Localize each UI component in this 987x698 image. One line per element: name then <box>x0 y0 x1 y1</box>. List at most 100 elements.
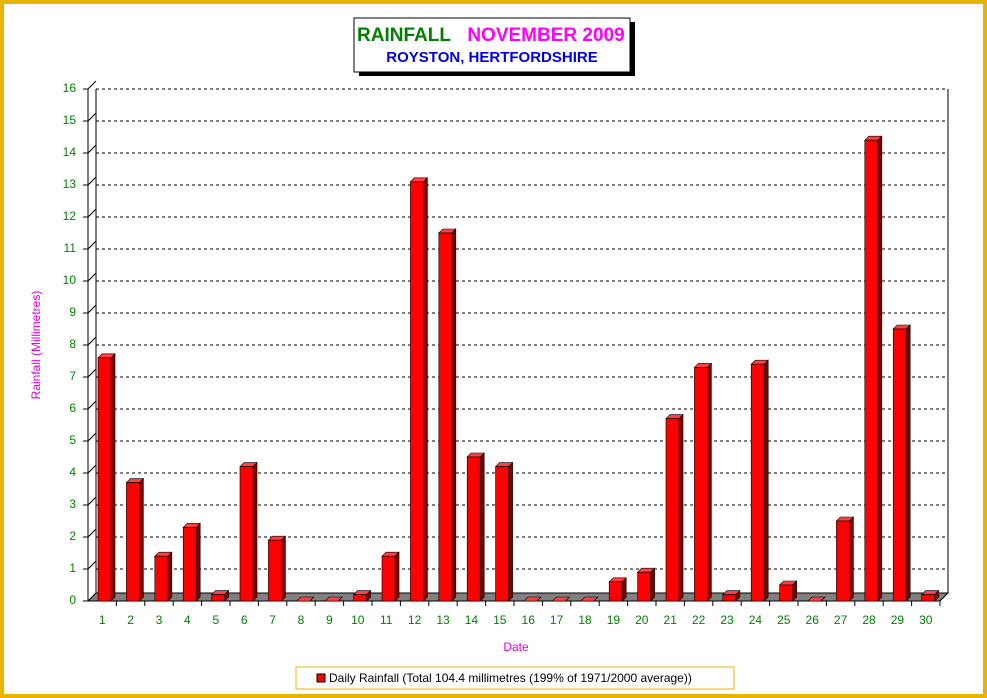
bar <box>381 555 396 602</box>
bar <box>750 363 765 602</box>
x-tick-label: 29 <box>891 613 905 627</box>
y-tick-label: 10 <box>63 273 77 287</box>
x-tick-label: 8 <box>298 613 305 627</box>
legend-label: Daily Rainfall (Total 104.4 millimetres … <box>329 671 692 685</box>
x-tick-label: 22 <box>692 613 706 627</box>
bar-top <box>807 596 826 602</box>
bar-side <box>849 516 854 602</box>
bar-top <box>551 596 571 602</box>
x-tick-label: 20 <box>635 613 649 627</box>
y-tick-label: 9 <box>69 305 76 319</box>
bar <box>126 482 140 602</box>
grid-line <box>87 272 97 282</box>
x-tick-label: 19 <box>607 613 621 627</box>
x-tick-label: 14 <box>465 613 479 627</box>
bar-side <box>167 551 173 602</box>
y-tick-label: 15 <box>63 113 77 127</box>
y-tick-label: 13 <box>63 177 77 191</box>
bar-side <box>423 177 428 602</box>
bar-top <box>523 596 542 602</box>
x-tick-label: 3 <box>156 613 163 627</box>
grid-line <box>87 528 97 538</box>
grid-line <box>87 144 97 154</box>
y-tick-label: 14 <box>63 145 77 159</box>
y-tick-label: 4 <box>69 465 76 479</box>
legend-swatch <box>316 673 326 683</box>
x-tick-label: 16 <box>522 613 536 627</box>
bar <box>892 328 907 602</box>
bar <box>694 367 708 602</box>
bar-side <box>281 535 286 602</box>
legend-box <box>295 666 735 690</box>
y-tick-label: 1 <box>69 561 76 575</box>
x-tick-label: 26 <box>806 613 820 627</box>
y-tick-label: 16 <box>63 81 77 95</box>
grid-line <box>87 368 97 378</box>
bar-side <box>110 353 116 602</box>
grid-line <box>87 112 97 122</box>
y-tick-label: 2 <box>69 529 76 543</box>
grid-line <box>87 560 97 570</box>
y-tick-label: 12 <box>63 209 77 223</box>
x-tick-label: 7 <box>269 613 276 627</box>
y-tick-label: 6 <box>69 401 76 415</box>
grid-line <box>87 496 97 506</box>
bar-side <box>650 567 655 602</box>
x-tick-label: 28 <box>862 613 876 627</box>
y-tick-label: 7 <box>69 369 76 383</box>
x-tick-label: 10 <box>351 613 365 627</box>
bar <box>466 456 481 602</box>
title-box <box>353 17 631 73</box>
bar-side <box>394 551 400 602</box>
bar-side <box>763 359 769 602</box>
bar <box>268 539 282 602</box>
y-tick-label: 5 <box>69 433 76 447</box>
bar <box>97 357 112 602</box>
bar <box>779 584 793 602</box>
grid-line <box>87 464 97 474</box>
bar <box>211 594 225 602</box>
bar <box>438 232 453 602</box>
bar-side <box>252 461 258 602</box>
bar <box>864 139 879 602</box>
bar <box>154 555 169 602</box>
x-tick-label: 25 <box>777 613 791 627</box>
bar <box>239 466 254 602</box>
grid-line <box>87 240 97 250</box>
bar-top <box>324 596 343 602</box>
bar-side <box>139 477 144 602</box>
grid-line <box>87 80 97 90</box>
x-tick-label: 17 <box>550 613 564 627</box>
bar-top <box>580 596 599 602</box>
bar-side <box>195 522 201 602</box>
y-tick-label: 0 <box>69 593 76 607</box>
x-tick-label: 11 <box>380 613 393 627</box>
x-tick-label: 5 <box>212 613 219 627</box>
grid-line <box>87 432 97 442</box>
x-tick-label: 18 <box>578 613 592 627</box>
x-tick-label: 15 <box>493 613 507 627</box>
y-axis-title: Rainfall (Millimetres) <box>29 291 43 400</box>
bar-side <box>479 452 485 602</box>
chart-subtitle: ROYSTON, HERTFORDSHIRE <box>386 49 597 66</box>
x-tick-label: 21 <box>664 613 678 627</box>
bar-side <box>877 135 883 602</box>
grid-line <box>87 400 97 410</box>
x-tick-label: 13 <box>436 613 450 627</box>
bar-top <box>296 596 315 602</box>
x-tick-label: 6 <box>241 613 248 627</box>
bar <box>182 527 197 602</box>
bar <box>353 594 367 602</box>
y-tick-label: 8 <box>69 337 76 351</box>
x-tick-label: 9 <box>326 613 333 627</box>
x-tick-label: 1 <box>99 613 106 627</box>
x-tick-label: 4 <box>184 613 191 627</box>
x-tick-label: 30 <box>919 613 933 627</box>
bar <box>495 466 509 602</box>
y-tick-label: 11 <box>64 241 77 255</box>
grid-line <box>87 304 97 314</box>
bar-side <box>451 228 457 602</box>
bar-side <box>508 461 513 602</box>
